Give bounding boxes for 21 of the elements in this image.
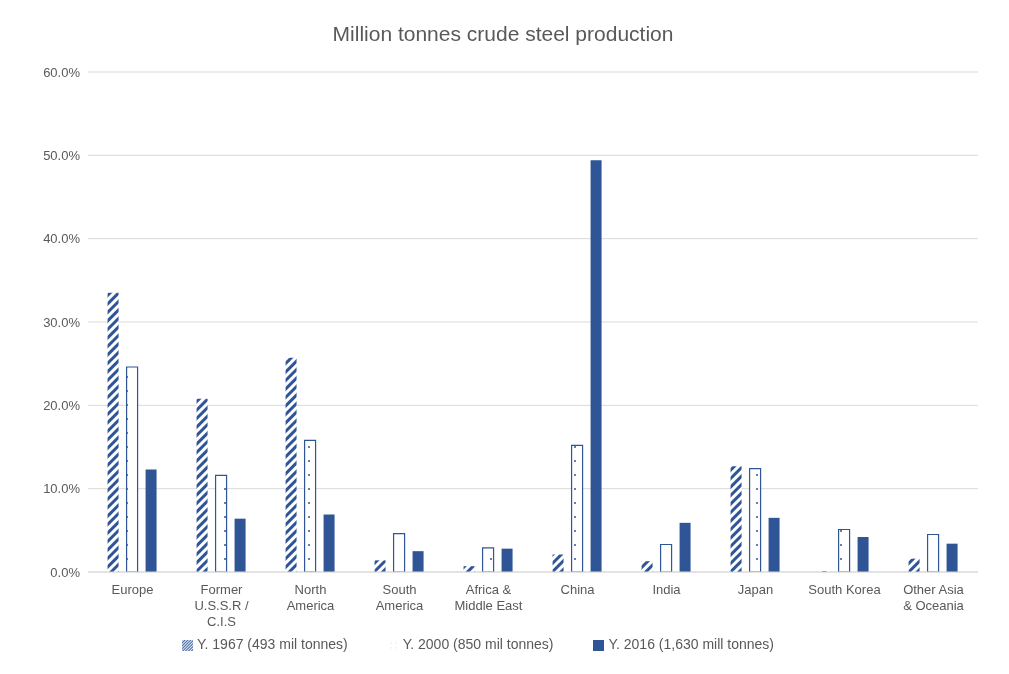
legend-label: Y. 2016 (1,630 mill tonnes) [608,636,774,652]
x-tick-label: Japan [737,582,774,597]
legend-label: Y. 2000 (850 mil tonnes) [402,636,554,652]
y-tick-label: 60.0% [43,64,81,80]
x-tick-label: Other Asia & Oceania [903,582,965,613]
x-tick-label: South Korea [808,582,882,597]
x-tick-label: North America [286,582,336,613]
x-tick-label: Europe [111,582,154,597]
y-tick-label: 20.0% [43,397,81,413]
y-tick-label: 50.0% [43,147,81,163]
y-tick-label: 40.0% [43,231,81,247]
chart-title: Million tonnes crude steel production [331,21,675,47]
legend-label: Y. 1967 (493 mil tonnes) [197,636,348,652]
x-tick-label: Former U.S.S.R / C.I.S [194,582,249,629]
x-tick-label: Africa & Middle East [454,582,523,613]
y-tick-label: 0.0% [50,564,81,580]
y-tick-label: 10.0% [43,481,81,497]
x-tick-label: India [652,582,682,597]
x-tick-label: South America [375,582,425,613]
y-tick-label: 30.0% [43,314,81,330]
x-tick-label: China [560,582,596,597]
